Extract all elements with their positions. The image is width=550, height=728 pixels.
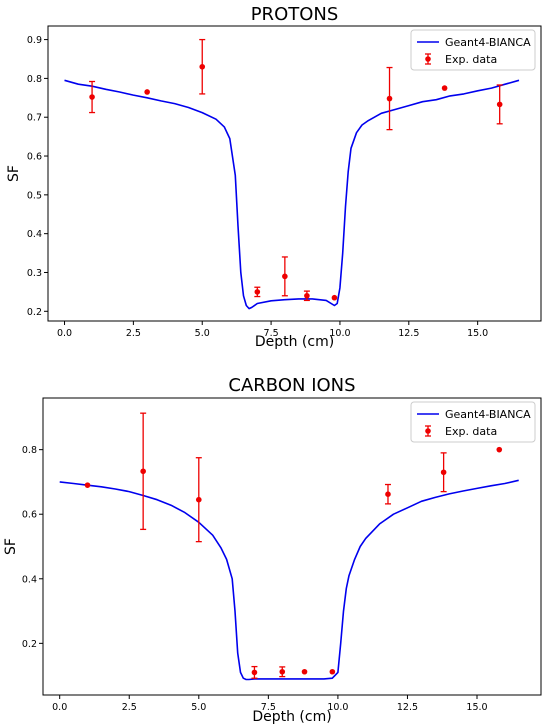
x-tick-label: 10.0 (327, 702, 348, 713)
exp-data-point (140, 468, 146, 475)
exp-data-point (144, 89, 150, 95)
exp-data-point (279, 668, 286, 675)
exp-data-point (496, 101, 503, 108)
exp-data-point (301, 668, 308, 675)
exp-data-point (440, 469, 447, 476)
y-tick-label: 0.2 (27, 307, 42, 318)
x-axis-label: Depth (cm) (255, 334, 334, 350)
legend-label: Geant4-BIANCA (445, 408, 531, 421)
x-tick-label: 10.0 (329, 328, 350, 339)
y-tick-label: 0.6 (22, 510, 37, 521)
y-tick-label: 0.6 (27, 152, 42, 163)
x-tick-label: 15.0 (467, 328, 488, 339)
y-tick-label: 0.8 (22, 445, 37, 456)
legend-box (410, 401, 536, 443)
legend-label: Exp. data (445, 53, 497, 66)
legend-box (410, 29, 536, 71)
x-tick-label: 0.0 (57, 328, 72, 339)
exp-data-point (441, 85, 448, 91)
x-tick-label: 5.0 (195, 328, 210, 339)
y-tick-label: 0.5 (27, 190, 42, 201)
exp-data-point (89, 94, 95, 100)
geant4-bianca-line (64, 79, 520, 310)
y-tick-label: 0.8 (27, 74, 42, 85)
chart-title: CARBON IONS (228, 375, 355, 396)
legend-marker-swatch (425, 56, 431, 62)
x-tick-label: 12.5 (397, 702, 418, 713)
y-tick-label: 0.3 (27, 268, 42, 279)
exp-data-point (496, 446, 503, 453)
exp-data-point (195, 496, 202, 503)
protons-panel: PROTONS 0.0 2.5 5.0 7.5 10.0 12.5 15.0 0.2 0.3 0.4… (6, 4, 542, 350)
y-tick-label: 0.9 (27, 35, 42, 46)
exp-data-point (385, 491, 391, 498)
carbon-ions-panel: CARBON IONS 0.0 2.5 5.0 7.5 10.0 12.5 15.0 0.2 0.… (3, 375, 542, 725)
exp-data-point (386, 95, 393, 102)
y-tick-label: 0.4 (27, 229, 42, 240)
y-axis-label: SF (6, 165, 22, 182)
y-tick-label: 0.2 (22, 639, 37, 650)
y-tick-label: 0.4 (22, 574, 37, 585)
exp-data-point (251, 669, 258, 676)
x-axis-label: Depth (cm) (252, 709, 331, 725)
exp-data-point (199, 63, 206, 70)
geant4-bianca-line (59, 479, 519, 681)
x-tick-label: 12.5 (398, 328, 419, 339)
legend-marker-swatch (425, 428, 431, 434)
x-tick-label: 5.0 (191, 702, 206, 713)
x-tick-label: 7.5 (261, 702, 276, 713)
y-tick-label: 0.7 (27, 113, 42, 124)
plot-area-frame (47, 25, 542, 322)
x-tick-label: 15.0 (466, 702, 487, 713)
exp-data-point (329, 668, 336, 675)
x-tick-label: 7.5 (264, 328, 279, 339)
legend-label: Geant4-BIANCA (445, 36, 531, 49)
y-axis-label: SF (3, 538, 19, 555)
chart-title: PROTONS (251, 4, 339, 25)
exp-data-point (304, 292, 310, 299)
legend-label: Exp. data (445, 425, 497, 438)
plot-area-frame (42, 397, 542, 696)
exp-data-point (84, 482, 91, 488)
x-tick-label: 2.5 (122, 702, 137, 713)
x-tick-label: 0.0 (52, 702, 67, 713)
exp-data-point (331, 294, 338, 301)
exp-data-point (282, 273, 288, 280)
exp-data-point (254, 289, 261, 295)
x-tick-label: 2.5 (126, 328, 141, 339)
